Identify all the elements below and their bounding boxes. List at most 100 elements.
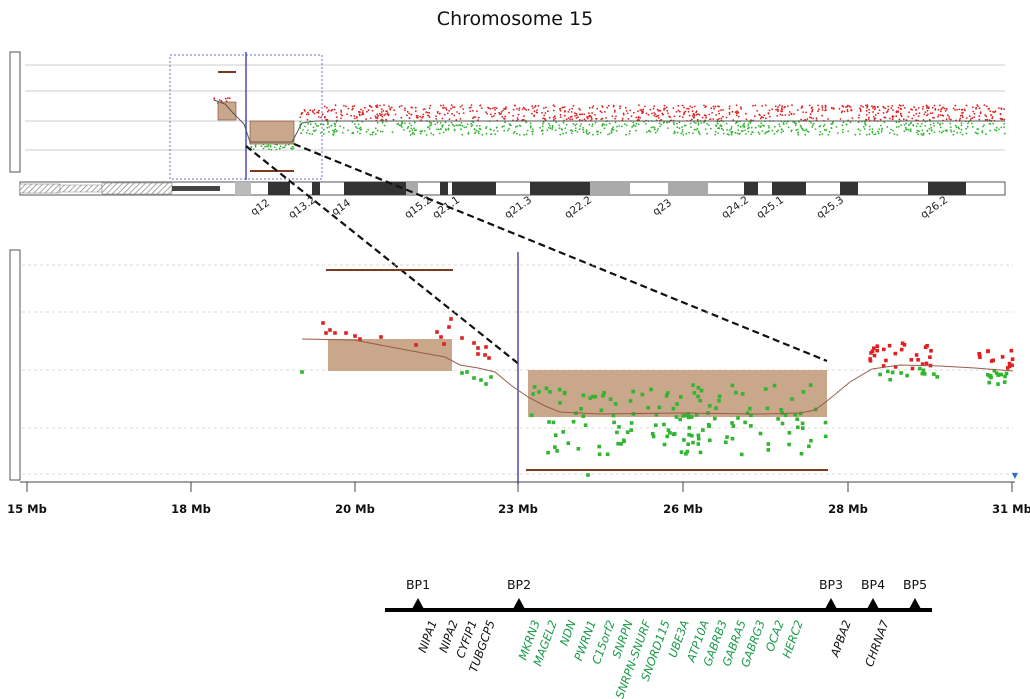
data-point xyxy=(714,133,716,136)
data-point xyxy=(706,122,708,125)
data-point xyxy=(590,116,593,119)
data-point xyxy=(477,132,480,135)
data-point xyxy=(437,128,440,131)
data-point xyxy=(666,121,669,124)
data-point xyxy=(317,116,320,118)
band-label: q21.1 xyxy=(431,194,462,221)
data-point xyxy=(748,126,750,129)
data-point xyxy=(884,358,888,363)
data-point xyxy=(383,104,385,106)
data-point xyxy=(803,129,806,132)
data-point xyxy=(712,105,715,108)
data-point xyxy=(698,113,701,116)
data-point xyxy=(516,108,518,110)
data-point xyxy=(865,118,868,121)
data-point xyxy=(691,106,694,109)
data-point xyxy=(754,104,757,107)
data-point xyxy=(697,130,700,133)
data-point xyxy=(854,133,857,136)
data-point xyxy=(868,128,871,131)
data-point xyxy=(427,114,430,117)
data-point xyxy=(282,146,284,149)
data-point xyxy=(424,108,426,110)
data-point xyxy=(995,129,998,132)
data-point xyxy=(708,404,712,408)
data-point xyxy=(479,378,483,382)
data-point xyxy=(502,109,504,112)
data-point xyxy=(881,364,886,368)
data-point xyxy=(866,106,868,109)
data-point xyxy=(893,351,898,356)
data-point xyxy=(718,112,720,115)
data-point xyxy=(878,128,880,131)
data-point xyxy=(795,122,797,125)
data-point xyxy=(616,441,620,446)
data-point xyxy=(966,125,969,128)
data-point xyxy=(332,129,334,132)
data-point xyxy=(897,125,900,128)
data-point xyxy=(435,330,439,334)
data-point xyxy=(480,107,483,109)
data-point xyxy=(898,118,901,121)
data-point xyxy=(582,127,584,129)
data-point xyxy=(516,132,518,135)
data-point xyxy=(379,104,381,107)
data-point xyxy=(872,115,875,118)
data-point xyxy=(465,370,469,374)
data-point xyxy=(914,353,919,357)
data-point xyxy=(227,97,229,99)
data-point xyxy=(447,124,450,127)
data-point xyxy=(554,129,557,132)
data-point xyxy=(549,127,552,130)
data-point xyxy=(785,122,788,125)
data-point xyxy=(790,113,793,116)
data-point xyxy=(711,112,713,114)
data-point xyxy=(374,115,377,118)
data-point xyxy=(629,109,632,112)
axis-end-arrow[interactable]: ▼ xyxy=(1012,471,1019,480)
data-point xyxy=(552,104,555,106)
data-point xyxy=(761,130,764,132)
data-point xyxy=(672,107,675,109)
data-point xyxy=(386,112,389,114)
data-point xyxy=(558,124,560,127)
data-point xyxy=(642,108,645,111)
data-point xyxy=(415,116,418,119)
data-point xyxy=(875,344,880,348)
data-point xyxy=(793,113,795,115)
data-point xyxy=(730,436,735,441)
data-point xyxy=(717,110,720,112)
data-point xyxy=(712,118,715,120)
data-point xyxy=(810,107,813,109)
data-point xyxy=(717,132,720,135)
data-point xyxy=(490,133,492,136)
data-point xyxy=(865,109,868,112)
data-point xyxy=(559,109,562,112)
data-point xyxy=(886,126,889,128)
data-point xyxy=(578,113,581,116)
data-point xyxy=(613,111,616,113)
data-point xyxy=(466,123,469,126)
data-point xyxy=(846,108,849,111)
data-point xyxy=(939,104,941,107)
data-point xyxy=(456,111,458,113)
data-point xyxy=(601,124,604,127)
data-point xyxy=(878,372,882,377)
data-point xyxy=(574,127,577,129)
data-point xyxy=(654,131,657,134)
data-point xyxy=(425,134,428,136)
data-point xyxy=(800,421,805,426)
data-point xyxy=(705,105,707,108)
data-point xyxy=(695,113,698,116)
band-label: q13.2 xyxy=(287,194,318,221)
data-point xyxy=(359,111,361,113)
data-point xyxy=(868,359,873,363)
data-point xyxy=(333,131,336,134)
data-point xyxy=(673,115,676,118)
data-point xyxy=(940,131,943,134)
data-point xyxy=(479,128,482,131)
data-point xyxy=(775,108,777,111)
data-point xyxy=(921,368,926,373)
data-point xyxy=(1000,355,1005,359)
